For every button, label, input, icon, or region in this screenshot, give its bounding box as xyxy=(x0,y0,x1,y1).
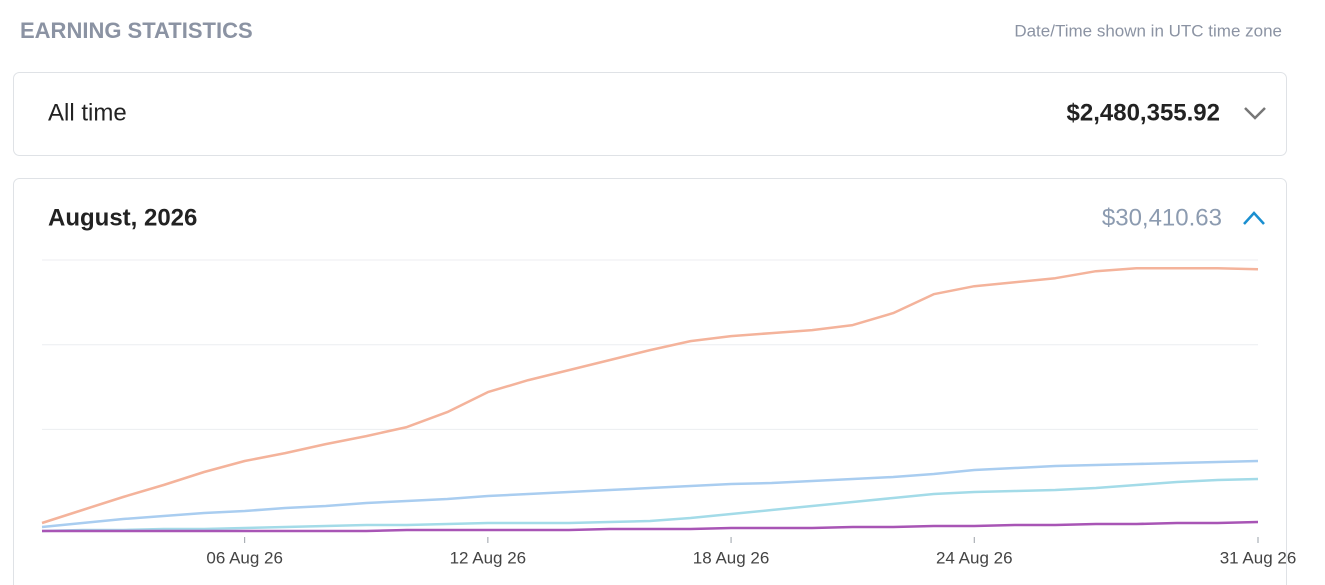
x-tick-label: 18 Aug 26 xyxy=(693,548,770,567)
card-border xyxy=(13,72,1287,156)
month-card: August, 2026 $30,410.63 xyxy=(13,178,1287,585)
card-total: $30,410.63 xyxy=(1102,204,1222,231)
series-line xyxy=(42,520,1259,533)
card-border xyxy=(13,178,1287,585)
x-tick-label: 31 Aug 26 xyxy=(1220,548,1297,567)
chart: 06 Aug 26 12 Aug 26 18 Aug 26 24 Aug 26 31 A… xyxy=(41,259,1297,567)
chevron-down[interactable] xyxy=(1244,107,1266,120)
all-time-card[interactable]: All time $2,480,355.92 xyxy=(13,72,1287,156)
timezone-note: Date/Time shown in UTC time zone xyxy=(1014,21,1282,40)
x-tick-label: 06 Aug 26 xyxy=(206,548,283,567)
card-total: $2,480,355.92 xyxy=(1067,99,1220,126)
series-line xyxy=(41,477,1259,533)
x-tick-label: 24 Aug 26 xyxy=(936,548,1013,567)
card-label: August, 2026 xyxy=(48,204,197,231)
x-tick-label: 12 Aug 26 xyxy=(450,548,527,567)
section-title: EARNING STATISTICS xyxy=(20,18,253,43)
chevron-up[interactable] xyxy=(1243,211,1265,225)
series-line xyxy=(41,266,1259,525)
series-line xyxy=(41,459,1259,529)
card-label: All time xyxy=(48,99,127,126)
